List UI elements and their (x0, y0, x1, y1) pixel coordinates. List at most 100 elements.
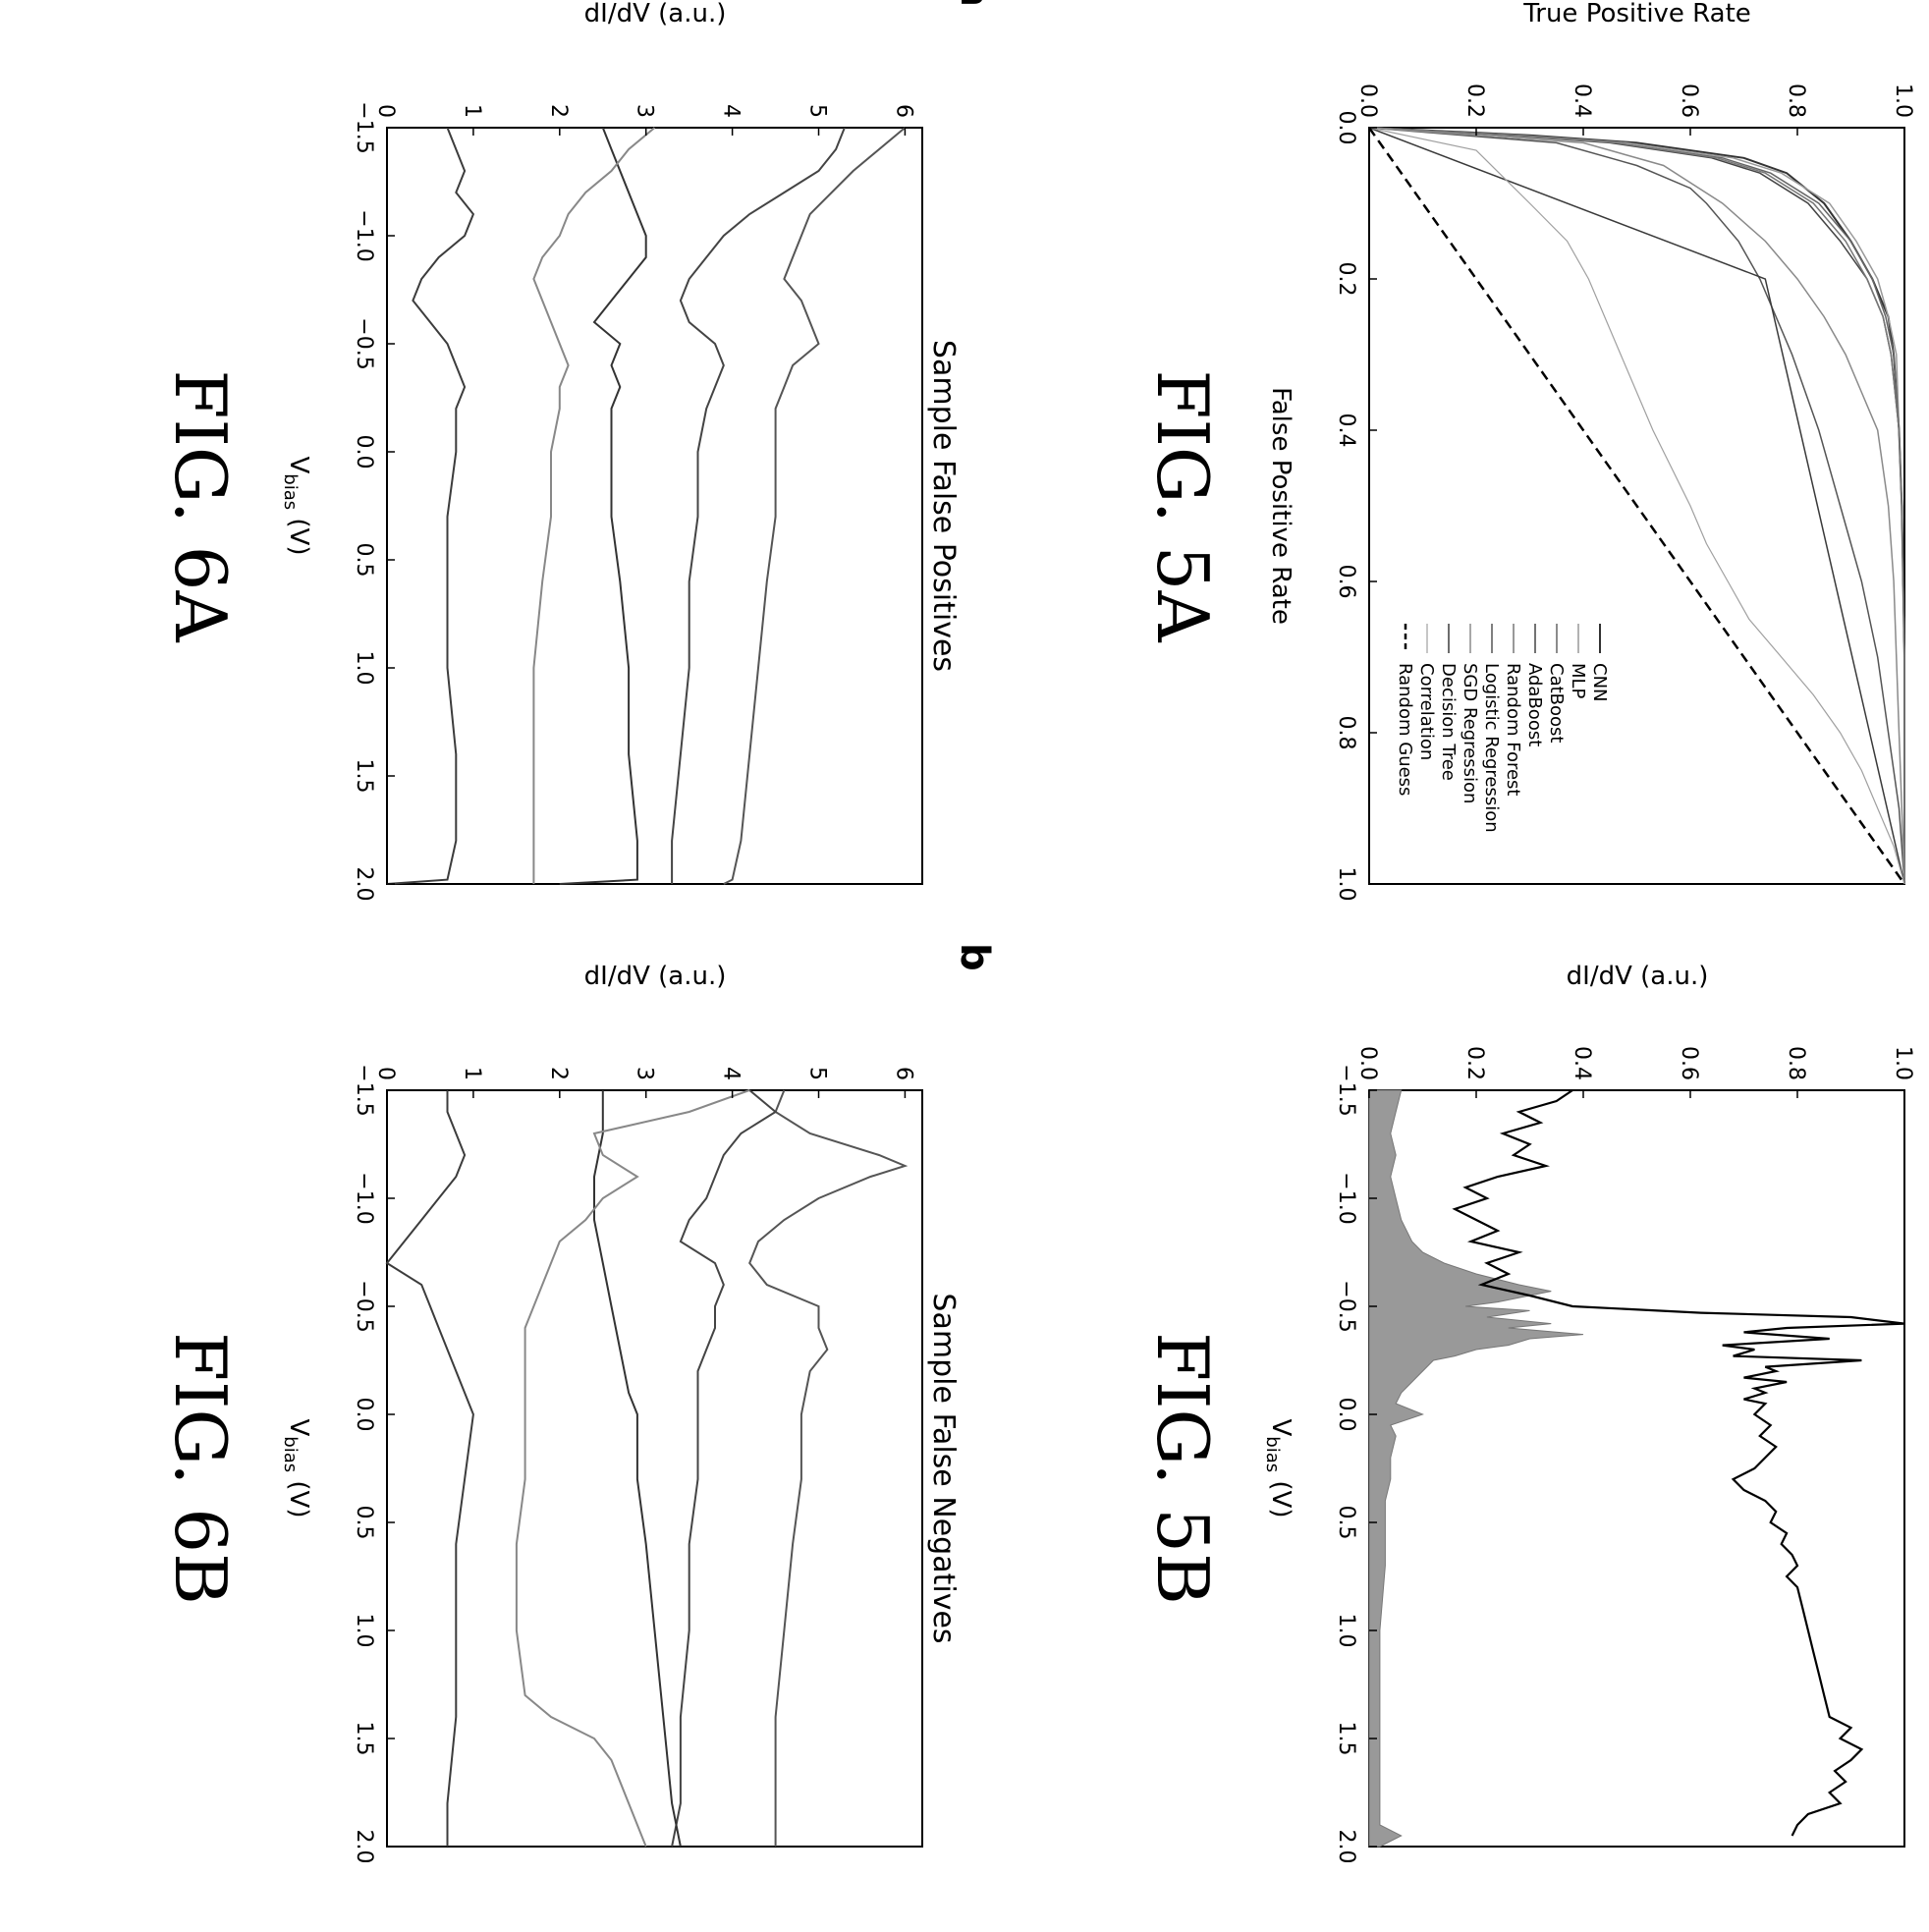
fig6b-x-tick-label: 0.5 (352, 1506, 376, 1540)
fig6b-plot-area (385, 1089, 909, 1848)
fig6b-x-axis-label: Vbias (V) (280, 1419, 313, 1518)
fig5b-x-tick-label: 0.0 (1334, 1398, 1358, 1432)
fig6b-panel-letter: b (952, 943, 997, 971)
fig6b-x-tick-label: −0.5 (352, 1280, 376, 1332)
fig5a-legend-label: Random Forest (1503, 663, 1523, 796)
fig6b-y-tick-label: 0 (373, 1067, 398, 1080)
fig5b-caption: FIG. 5B (1141, 1332, 1224, 1605)
fig5a-y-tick-label: 0.6 (1677, 83, 1701, 118)
fig6b-y-tick-label: 2 (546, 1067, 571, 1080)
fig5b-y-ticks: 0.0 0.2 0.4 0.6 0.8 1.0 (1355, 1046, 1915, 1098)
fig5b-group: b −1.5−1.0−0.50.00.51.01.52.0 0.00.20.40… (1141, 962, 1915, 1864)
fig6b-series-line-5 (385, 1090, 474, 1847)
fig5a-x-tick-label: 0.2 (1334, 262, 1358, 297)
fig6b-chart-title: Sample False Negatives (926, 1293, 961, 1643)
fig6b-x-tick-label: 2.0 (352, 1830, 376, 1864)
fig5b-plot-frame (1368, 1089, 1905, 1848)
fig6a-x-tick-label: 0.0 (352, 435, 376, 469)
fig5a-series-line-logistic-regression (1368, 127, 1905, 885)
fig6a-plot-area (386, 127, 907, 885)
fig6b-x-ticks: −1.5 −1.0 −0.5 0.0 0.5 1.0 1.5 2.0 (352, 1064, 395, 1864)
fig6b-y-tick-label: 5 (805, 1067, 830, 1080)
fig5a-caption: FIG. 5A (1141, 370, 1224, 643)
fig6b-y-tick-label: 1 (460, 1067, 484, 1080)
fig5a-y-tick-label: 0.8 (1784, 83, 1808, 118)
fig5b-y-tick-label: 0.2 (1462, 1046, 1487, 1080)
fig6a-y-axis-label: dI/dV (a.u.) (584, 0, 727, 28)
fig6a-group: a Sample False Positives −1.5 −1.0 −0.5 0.0… (159, 0, 997, 902)
fig6a-series-line-1 (723, 127, 907, 885)
fig6a-y-tick-label: 5 (805, 104, 830, 118)
fig6b-plot-frame (386, 1089, 923, 1848)
fig5a-legend-label: CatBoost (1546, 663, 1567, 743)
fig6a-chart-title: Sample False Positives (926, 340, 961, 672)
fig5b-x-tick-label: 1.5 (1334, 1722, 1358, 1756)
fig5a-legend-label: AdaBoost (1524, 663, 1545, 746)
fig6a-y-ticks: 0 1 2 3 4 5 6 (373, 104, 915, 136)
fig5a-y-tick-label: 1.0 (1891, 83, 1915, 118)
fig6b-x-tick-label: 1.5 (352, 1722, 376, 1756)
fig6a-panel-letter: a (952, 0, 997, 7)
fig5a-y-ticks: 0.0 0.2 0.4 0.6 0.8 1.0 (1355, 83, 1915, 136)
fig6b-y-ticks: 0 1 2 3 4 5 6 (373, 1067, 915, 1098)
fig6a-x-tick-label: 2.0 (352, 867, 376, 902)
fig6a-series-line-5 (386, 127, 475, 885)
fig6a-x-tick-label: 1.5 (352, 759, 376, 794)
fig5a-x-tick-label: 0.6 (1334, 565, 1358, 599)
fig5a-legend-label: MLP (1568, 663, 1588, 699)
fig6a-plot-frame (386, 127, 923, 885)
fig5a-legend-label: Decision Tree (1438, 663, 1459, 781)
fig6b-series-line-3 (593, 1090, 682, 1848)
fig5a-series-line-decision-tree (1368, 127, 1905, 885)
fig6a-x-tick-label: 0.5 (352, 543, 376, 578)
fig6b-x-tick-label: −1.5 (352, 1064, 376, 1116)
fig5a-series-line-random-guess (1367, 127, 1906, 885)
fig5b-spectrum-line (1452, 1089, 1905, 1837)
fig6b-caption: FIG. 6B (159, 1332, 242, 1605)
fig6b-group: b Sample False Negatives −1.5 −1.0 −0.5 0.0… (159, 943, 997, 1864)
fig6a-y-tick-label: 4 (719, 104, 744, 118)
fig6b-series-line-4 (515, 1089, 750, 1848)
fig6a-series-line-2 (671, 127, 846, 884)
fig5a-series-line-sgd-regression (1368, 127, 1905, 885)
fig5a-legend-label: Correlation (1416, 663, 1437, 760)
fig6b-y-axis-label: dI/dV (a.u.) (584, 962, 727, 991)
fig5b-x-tick-label: −1.5 (1334, 1064, 1358, 1116)
fig5a-x-tick-label: 1.0 (1334, 867, 1358, 902)
fig6a-x-tick-label: −1.0 (352, 209, 376, 261)
fig5b-shaded-area (1368, 1089, 1584, 1848)
fig5b-x-tick-label: −0.5 (1334, 1280, 1358, 1332)
fig5a-series-line-random-forest (1368, 127, 1905, 884)
fig6b-y-tick-label: 4 (719, 1067, 744, 1080)
fig5b-x-axis-label: Vbias (V) (1262, 1419, 1295, 1518)
fig6b-y-tick-label: 3 (633, 1067, 657, 1080)
fig6b-x-tick-label: 1.0 (352, 1614, 376, 1648)
fig6b-y-tick-label: 6 (891, 1067, 915, 1080)
fig5a-x-tick-label: 0.0 (1334, 111, 1358, 145)
fig5a-series-line-correlation (1368, 127, 1905, 885)
fig6a-y-tick-label: 6 (891, 104, 915, 118)
fig6a-series-line-4 (532, 127, 656, 884)
fig5a-legend-label: CNN (1589, 663, 1610, 702)
fig5a-y-tick-label: 0.4 (1570, 83, 1594, 118)
fig5b-x-ticks: −1.5 −1.0 −0.5 0.0 0.5 1.0 1.5 2.0 (1334, 1064, 1377, 1864)
fig6b-series-line-1 (748, 1089, 909, 1847)
fig6a-x-ticks: −1.5 −1.0 −0.5 0.0 0.5 1.0 1.5 2.0 (352, 101, 395, 902)
fig6a-y-tick-label: 1 (460, 104, 484, 118)
fig5a-legend-label: Random Guess (1395, 663, 1415, 796)
fig6b-x-tick-label: −1.0 (352, 1172, 376, 1224)
fig6a-y-tick-label: 0 (373, 104, 398, 118)
fig5b-x-tick-label: −1.0 (1334, 1172, 1358, 1224)
fig5b-y-tick-label: 0.8 (1784, 1046, 1808, 1080)
fig5a-x-axis-label: False Positive Rate (1266, 387, 1295, 625)
fig6a-x-tick-label: −0.5 (352, 317, 376, 369)
fig6b-x-tick-label: 0.0 (352, 1398, 376, 1432)
fig5b-y-tick-label: 0.4 (1570, 1046, 1594, 1080)
fig6a-y-tick-label: 2 (546, 104, 571, 118)
fig5a-x-tick-label: 0.4 (1334, 414, 1358, 448)
fig5a-x-tick-label: 0.8 (1334, 716, 1358, 750)
fig6b-series-line-2 (671, 1089, 778, 1848)
fig5b-x-tick-label: 2.0 (1334, 1830, 1358, 1864)
